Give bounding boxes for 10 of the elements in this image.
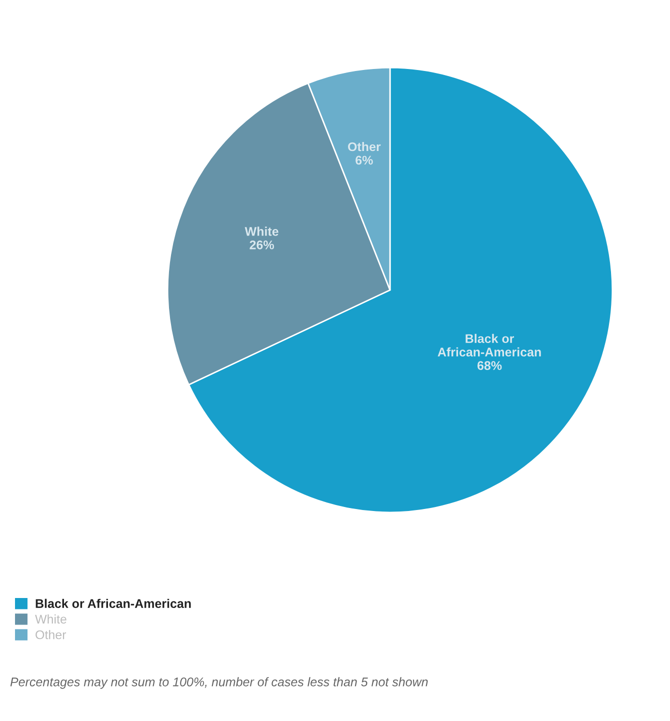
legend-label: Other: [36, 630, 66, 640]
legend-label: White: [35, 614, 66, 624]
data-label: 6%: [356, 156, 373, 165]
slice-label: White: [244, 226, 278, 236]
slice-label: Other: [348, 142, 381, 152]
data-label: 26%: [250, 240, 274, 250]
text: Percentages may not sum to 100%, number of cases less than 5 not shown: [10, 677, 428, 689]
slice-label: Black or African-American: [438, 334, 541, 357]
legend-label: Black or African-American: [36, 598, 191, 608]
data-label: 68%: [477, 361, 502, 370]
